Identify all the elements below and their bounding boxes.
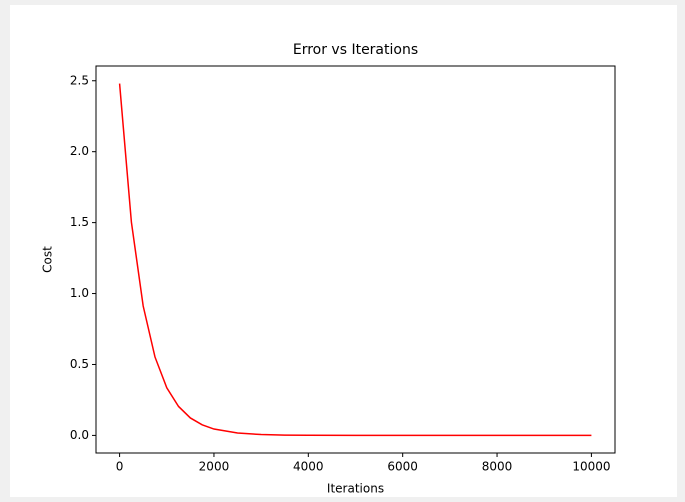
x-tick-label: 0 xyxy=(116,460,124,474)
x-tick-label: 2000 xyxy=(199,460,230,474)
x-tick-label: 6000 xyxy=(387,460,418,474)
chart-title: Error vs Iterations xyxy=(293,42,418,58)
y-tick-label: 2.0 xyxy=(70,144,89,158)
axes-frame xyxy=(95,65,616,454)
y-tick-label: 1.0 xyxy=(70,286,89,300)
x-axis-label: Iterations xyxy=(327,482,384,496)
y-tick-label: 2.5 xyxy=(70,73,89,87)
x-tick-label: 8000 xyxy=(482,460,513,474)
y-axis-label: Cost xyxy=(41,246,55,273)
x-tick-label: 4000 xyxy=(293,460,324,474)
y-tick-label: 1.5 xyxy=(70,215,89,229)
y-tick-label: 0.0 xyxy=(70,428,89,442)
y-tick-label: 0.5 xyxy=(70,357,89,371)
cost-line xyxy=(118,83,592,437)
x-tick-label: 10000 xyxy=(572,460,610,474)
